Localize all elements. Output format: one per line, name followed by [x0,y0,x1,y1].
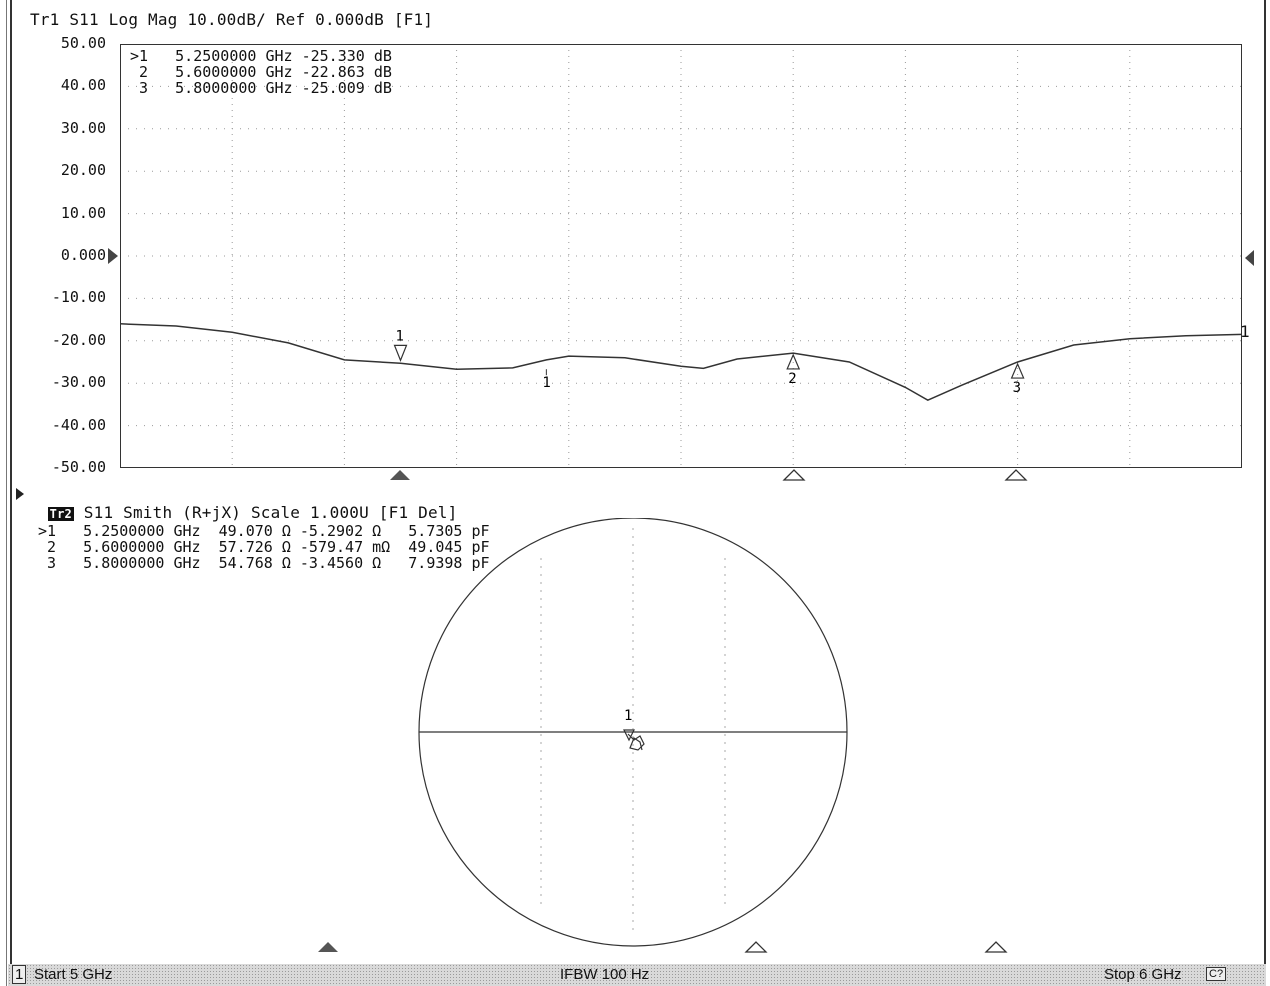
marker2-triangle-icon[interactable] [782,468,806,482]
trace2-marker-row: 2 5.6000000 GHz 57.726 Ω -579.47 mΩ 49.0… [38,538,490,556]
trace1-marker-row: 2 5.6000000 GHz -22.863 dB [130,63,392,81]
ref-level-right-arrow-icon[interactable] [1244,248,1256,268]
marker-label: 1 [396,328,404,344]
smith-trace [627,733,645,751]
trace2-marker-row: 3 5.8000000 GHz 54.768 Ω -3.4560 Ω 7.939… [38,554,490,572]
y-tick-label: 10.00 [60,203,106,222]
y-tick-label: 0.000 [60,246,106,264]
trace1-grid [120,44,1242,468]
marker-triangle [786,353,801,370]
stop-frequency[interactable]: Stop 6 GHz [1104,966,1182,983]
marker-label: 2 [788,371,796,387]
channel-indicator[interactable]: 1 [12,965,27,984]
marker3-triangle-icon[interactable] [1004,468,1028,482]
y-tick-label: 50.00 [60,34,106,52]
y-tick-label: 40.00 [60,76,106,95]
trace1-markers: 1 2 3 1 [393,328,1025,396]
y-tick-label: -50.00 [51,458,106,476]
trace1-end-label: 1 [1240,322,1250,341]
trace-marker-3: 3 [1010,362,1025,396]
trace1-marker-row: 3 5.8000000 GHz -25.009 dB [130,79,392,97]
start-frequency[interactable]: Start 5 GHz [34,966,113,983]
smith-marker1-icon [623,729,635,742]
trace1-plot-border [120,44,1242,468]
window-frame-right [1264,0,1266,986]
y-tick-label: 20.00 [60,161,106,180]
smith-marker2-triangle-icon[interactable] [744,940,768,954]
trace1-marker-table: >1 5.2500000 GHz -25.330 dB 2 5.6000000 … [130,48,392,96]
y-tick-label: -30.00 [51,373,106,392]
y-tick-label: 30.00 [60,118,106,137]
y-tick-label: -10.00 [51,288,106,307]
trace2-header[interactable]: Tr2 S11 Smith (R+jX) Scale 1.000U [F1 De… [47,503,458,522]
ref-level-left-arrow-icon[interactable] [106,246,120,266]
status-badge[interactable]: C? [1206,967,1227,981]
smith-chart[interactable]: 1 [410,518,856,950]
smith-marker-label: 1 [624,708,632,724]
window-frame-left-outer [6,0,7,986]
marker-label: 3 [1013,380,1021,396]
y-tick-label: -20.00 [51,330,106,349]
marker-triangle [393,344,408,363]
trace-marker-2: 2 [786,353,801,387]
marker1-active-triangle-icon[interactable] [388,468,412,482]
trace2-marker-row: >1 5.2500000 GHz 49.070 Ω -5.2902 Ω 5.73… [38,522,490,540]
trace1-plot[interactable]: 1 2 3 1 [120,44,1242,468]
marker-triangle [1010,362,1025,379]
trace2-marker-table: >1 5.2500000 GHz 49.070 Ω -5.2902 Ω 5.73… [38,523,490,571]
status-bar: 1 Start 5 GHz IFBW 100 Hz Stop 6 GHz C? [8,964,1266,986]
reference-marker-label: 1 [542,375,550,391]
trace1-line [120,323,1242,402]
window-frame-left [10,0,12,986]
smith-marker3-triangle-icon[interactable] [984,940,1008,954]
ifbw-value[interactable]: IFBW 100 Hz [560,966,650,983]
active-trace-arrow-icon [16,488,24,500]
trace1-marker-row: >1 5.2500000 GHz -25.330 dB [130,47,392,65]
smith-marker1-triangle-icon[interactable] [316,940,340,954]
trace1-header[interactable]: Tr1 S11 Log Mag 10.00dB/ Ref 0.000dB [F1… [30,10,434,29]
y-tick-label: -40.00 [51,415,106,434]
trace-marker-1: 1 [393,328,408,363]
trace2-badge[interactable]: Tr2 [47,507,74,521]
